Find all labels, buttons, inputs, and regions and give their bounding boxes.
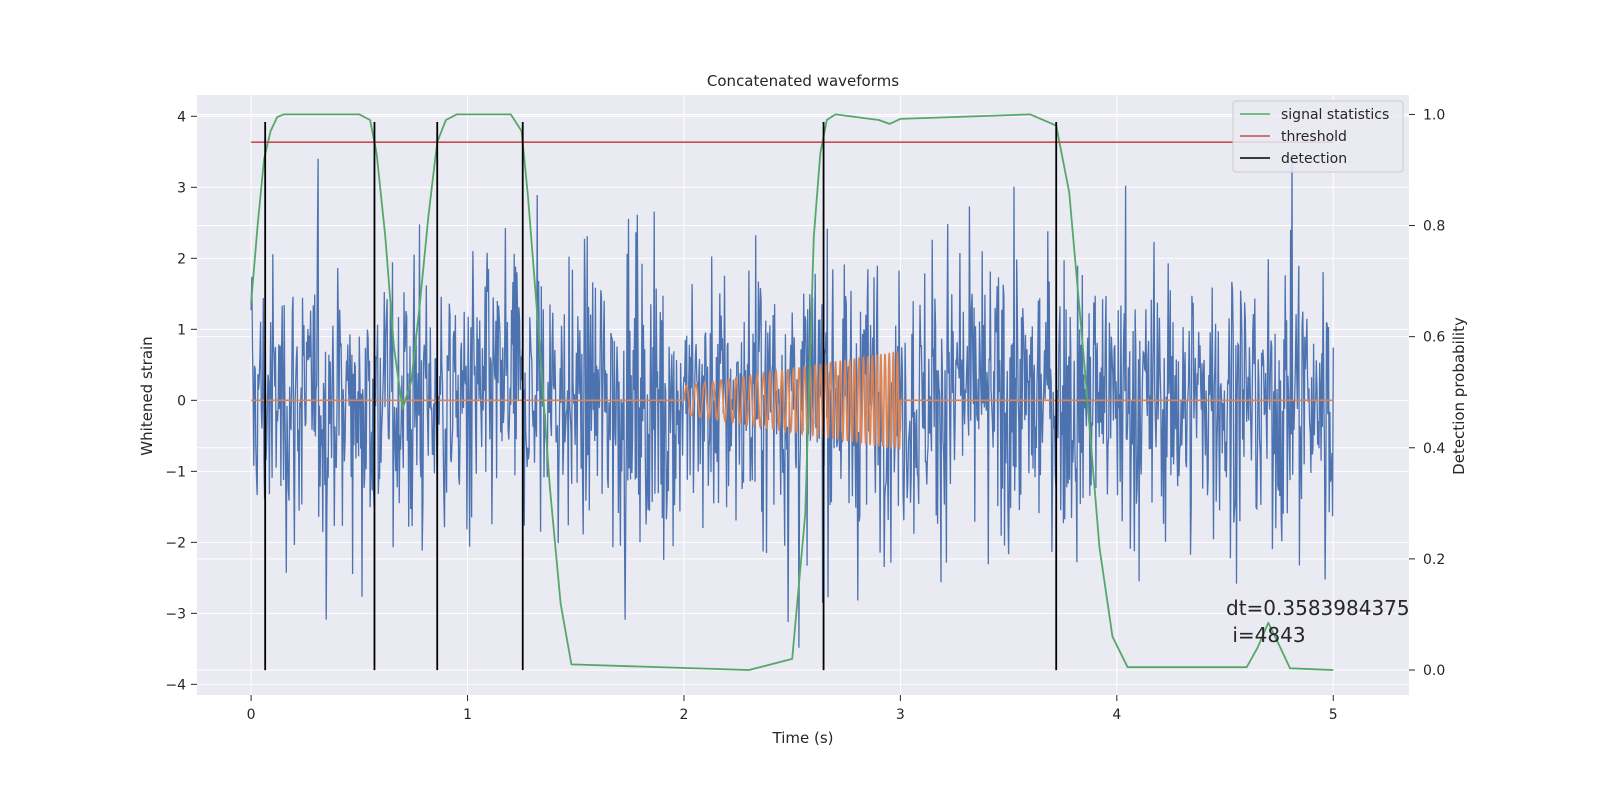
x-tick-label: 2 <box>680 707 689 723</box>
x-tick-label: 5 <box>1329 707 1338 723</box>
legend-box <box>1232 100 1404 173</box>
x-tick-label: 1 <box>463 707 472 723</box>
y-tick-label: −4 <box>165 677 186 693</box>
x-tick-label: 0 <box>247 707 256 723</box>
legend-label-threshold: threshold <box>1281 129 1347 145</box>
strain-series <box>250 154 1334 648</box>
y2-tick-label: 0.2 <box>1423 552 1445 568</box>
y-tick-label: 2 <box>177 251 186 267</box>
y2-tick-label: 1.0 <box>1423 107 1445 123</box>
legend-label-signal-statistics: signal statistics <box>1281 107 1389 123</box>
injected-waveform-line <box>251 351 1334 450</box>
signal-statistics-line <box>250 113 1334 671</box>
x-tick-label: 4 <box>1112 707 1121 723</box>
injected-waveform-series <box>251 351 1334 450</box>
signal-statistics-series <box>250 113 1334 671</box>
y-tick-label: 3 <box>177 180 186 196</box>
x-tick-label: 3 <box>896 707 905 723</box>
y2-tick-label: 0.4 <box>1423 441 1445 457</box>
x-axis-label: Time (s) <box>772 729 834 747</box>
y-tick-label: 4 <box>177 109 186 125</box>
y2-axis-label: Detection probability <box>1450 317 1468 475</box>
strain-line <box>250 154 1334 648</box>
y2-tick-label: 0.0 <box>1423 663 1445 679</box>
y-tick-label: −1 <box>165 464 186 480</box>
annotation-dt: dt=0.3583984375 <box>1226 596 1410 620</box>
y2-tick-label: 0.6 <box>1423 330 1445 346</box>
legend-label-detection: detection <box>1281 151 1347 167</box>
y-tick-label: −2 <box>165 535 186 551</box>
y-tick-label: −3 <box>165 606 186 622</box>
y-axis-label: Whitened strain <box>138 336 156 455</box>
y2-tick-label: 0.8 <box>1423 219 1445 235</box>
annotation-i: i=4843 <box>1226 623 1306 647</box>
y-tick-label: 1 <box>177 322 186 338</box>
tick-labels: 0 1 2 3 4 5 −4 −3 −2 −1 0 1 2 3 4 0.0 0.2 0.4 0.6 0.8 1.0 <box>165 107 1445 723</box>
y-tick-label: 0 <box>177 393 186 409</box>
legend: signal statistics threshold detection <box>1232 100 1404 173</box>
detection-series <box>264 121 1058 671</box>
chart-title: Concatenated waveforms <box>707 72 899 90</box>
